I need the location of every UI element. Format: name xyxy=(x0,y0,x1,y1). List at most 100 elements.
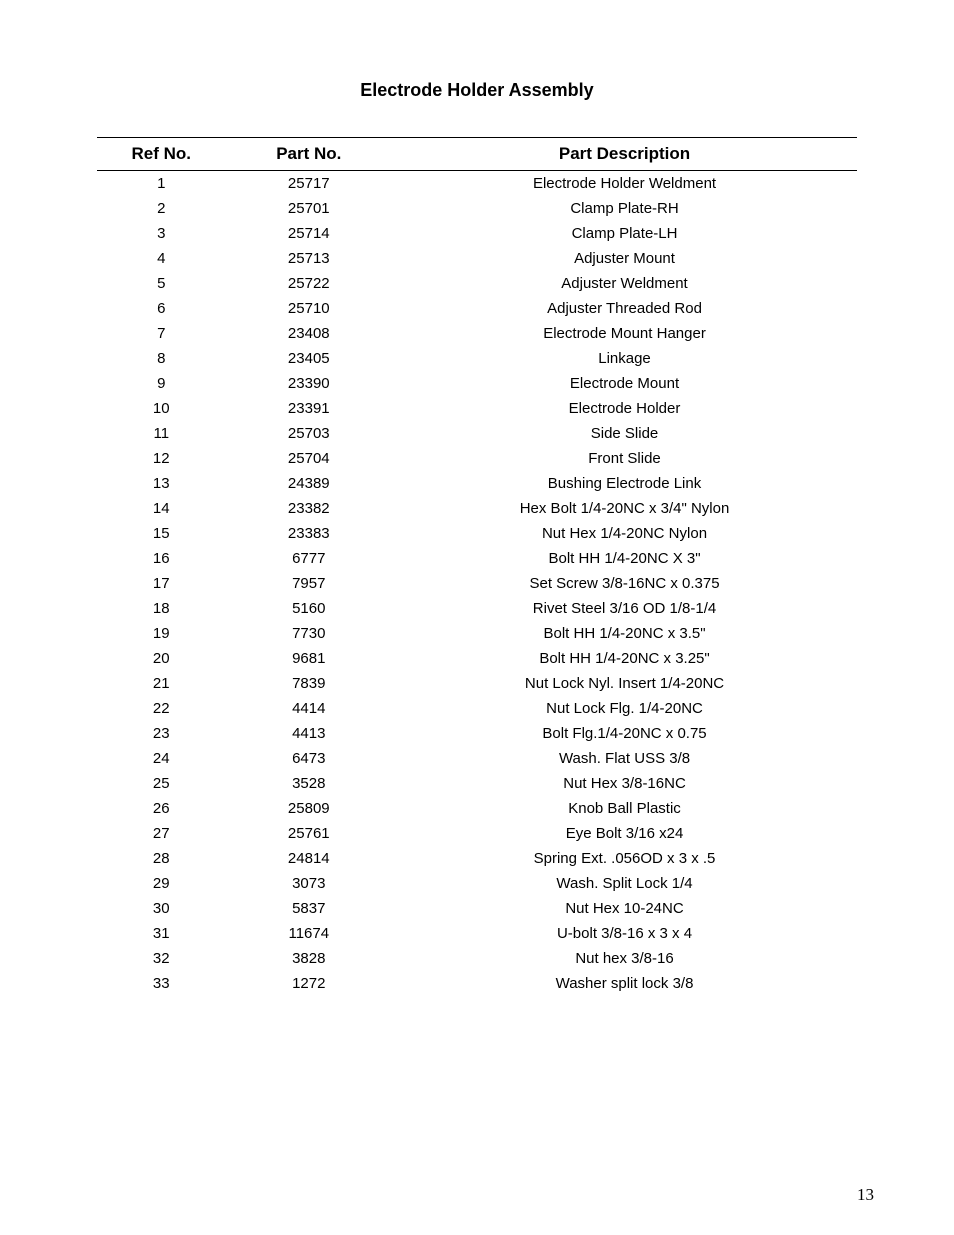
table-row: 823405Linkage xyxy=(97,346,857,371)
page-title: Electrode Holder Assembly xyxy=(80,80,874,101)
table-row: 2725761Eye Bolt 3/16 x24 xyxy=(97,821,857,846)
cell-ref: 16 xyxy=(97,546,226,571)
cell-ref: 4 xyxy=(97,246,226,271)
cell-desc: Adjuster Weldment xyxy=(392,271,857,296)
page: Electrode Holder Assembly Ref No. Part N… xyxy=(0,0,954,1235)
cell-part: 6473 xyxy=(226,746,392,771)
cell-ref: 2 xyxy=(97,196,226,221)
cell-ref: 29 xyxy=(97,871,226,896)
table-row: 2625809Knob Ball Plastic xyxy=(97,796,857,821)
cell-ref: 30 xyxy=(97,896,226,921)
cell-desc: Linkage xyxy=(392,346,857,371)
cell-part: 7957 xyxy=(226,571,392,596)
cell-ref: 1 xyxy=(97,171,226,197)
cell-desc: Clamp Plate-RH xyxy=(392,196,857,221)
table-row: 425713Adjuster Mount xyxy=(97,246,857,271)
cell-ref: 24 xyxy=(97,746,226,771)
cell-part: 25717 xyxy=(226,171,392,197)
table-row: 305837Nut Hex 10-24NC xyxy=(97,896,857,921)
table-row: 224414Nut Lock Flg. 1/4-20NC xyxy=(97,696,857,721)
cell-ref: 31 xyxy=(97,921,226,946)
table-header-row: Ref No. Part No. Part Description xyxy=(97,138,857,171)
cell-desc: Bolt Flg.1/4-20NC x 0.75 xyxy=(392,721,857,746)
cell-part: 23390 xyxy=(226,371,392,396)
cell-desc: Knob Ball Plastic xyxy=(392,796,857,821)
cell-ref: 17 xyxy=(97,571,226,596)
cell-part: 25710 xyxy=(226,296,392,321)
table-row: 2824814Spring Ext. .056OD x 3 x .5 xyxy=(97,846,857,871)
cell-desc: Electrode Mount Hanger xyxy=(392,321,857,346)
cell-part: 3828 xyxy=(226,946,392,971)
cell-desc: Bolt HH 1/4-20NC x 3.5" xyxy=(392,621,857,646)
cell-desc: Front Slide xyxy=(392,446,857,471)
table-row: 1523383Nut Hex 1/4-20NC Nylon xyxy=(97,521,857,546)
cell-desc: Clamp Plate-LH xyxy=(392,221,857,246)
table-row: 323828Nut hex 3/8-16 xyxy=(97,946,857,971)
cell-ref: 7 xyxy=(97,321,226,346)
cell-desc: Washer split lock 3/8 xyxy=(392,971,857,996)
col-header-part: Part No. xyxy=(226,138,392,171)
table-row: 185160Rivet Steel 3/16 OD 1/8-1/4 xyxy=(97,596,857,621)
cell-ref: 5 xyxy=(97,271,226,296)
cell-part: 23391 xyxy=(226,396,392,421)
cell-ref: 23 xyxy=(97,721,226,746)
cell-ref: 33 xyxy=(97,971,226,996)
table-row: 125717Electrode Holder Weldment xyxy=(97,171,857,197)
cell-part: 1272 xyxy=(226,971,392,996)
cell-ref: 26 xyxy=(97,796,226,821)
cell-ref: 15 xyxy=(97,521,226,546)
cell-desc: Nut hex 3/8-16 xyxy=(392,946,857,971)
table-body: 125717Electrode Holder Weldment225701Cla… xyxy=(97,171,857,997)
cell-part: 25809 xyxy=(226,796,392,821)
cell-part: 5160 xyxy=(226,596,392,621)
col-header-ref: Ref No. xyxy=(97,138,226,171)
cell-part: 25703 xyxy=(226,421,392,446)
cell-desc: Wash. Split Lock 1/4 xyxy=(392,871,857,896)
cell-part: 11674 xyxy=(226,921,392,946)
cell-part: 7839 xyxy=(226,671,392,696)
table-row: 177957Set Screw 3/8-16NC x 0.375 xyxy=(97,571,857,596)
cell-desc: Nut Hex 10-24NC xyxy=(392,896,857,921)
cell-desc: Spring Ext. .056OD x 3 x .5 xyxy=(392,846,857,871)
cell-ref: 12 xyxy=(97,446,226,471)
table-row: 1125703Side Slide xyxy=(97,421,857,446)
cell-ref: 13 xyxy=(97,471,226,496)
table-row: 209681Bolt HH 1/4-20NC x 3.25" xyxy=(97,646,857,671)
table-row: 166777Bolt HH 1/4-20NC X 3" xyxy=(97,546,857,571)
cell-part: 23382 xyxy=(226,496,392,521)
col-header-desc: Part Description xyxy=(392,138,857,171)
cell-desc: Rivet Steel 3/16 OD 1/8-1/4 xyxy=(392,596,857,621)
table-row: 1423382Hex Bolt 1/4-20NC x 3/4" Nylon xyxy=(97,496,857,521)
table-row: 325714Clamp Plate-LH xyxy=(97,221,857,246)
cell-part: 25701 xyxy=(226,196,392,221)
table-row: 525722Adjuster Weldment xyxy=(97,271,857,296)
cell-part: 25761 xyxy=(226,821,392,846)
parts-table: Ref No. Part No. Part Description 125717… xyxy=(97,137,857,996)
cell-part: 4413 xyxy=(226,721,392,746)
cell-part: 24814 xyxy=(226,846,392,871)
table-row: 1324389Bushing Electrode Link xyxy=(97,471,857,496)
cell-desc: Adjuster Threaded Rod xyxy=(392,296,857,321)
cell-part: 5837 xyxy=(226,896,392,921)
cell-desc: Hex Bolt 1/4-20NC x 3/4" Nylon xyxy=(392,496,857,521)
cell-ref: 6 xyxy=(97,296,226,321)
cell-desc: Bolt HH 1/4-20NC X 3" xyxy=(392,546,857,571)
cell-desc: Bushing Electrode Link xyxy=(392,471,857,496)
table-row: 217839Nut Lock Nyl. Insert 1/4-20NC xyxy=(97,671,857,696)
cell-part: 3073 xyxy=(226,871,392,896)
cell-ref: 32 xyxy=(97,946,226,971)
table-row: 253528Nut Hex 3/8-16NC xyxy=(97,771,857,796)
cell-desc: Nut Hex 1/4-20NC Nylon xyxy=(392,521,857,546)
cell-desc: Side Slide xyxy=(392,421,857,446)
table-row: 723408Electrode Mount Hanger xyxy=(97,321,857,346)
table-row: 197730Bolt HH 1/4-20NC x 3.5" xyxy=(97,621,857,646)
table-row: 234413Bolt Flg.1/4-20NC x 0.75 xyxy=(97,721,857,746)
cell-part: 25713 xyxy=(226,246,392,271)
cell-part: 23408 xyxy=(226,321,392,346)
cell-desc: Nut Lock Flg. 1/4-20NC xyxy=(392,696,857,721)
cell-ref: 20 xyxy=(97,646,226,671)
cell-ref: 21 xyxy=(97,671,226,696)
cell-ref: 3 xyxy=(97,221,226,246)
cell-part: 25722 xyxy=(226,271,392,296)
cell-part: 4414 xyxy=(226,696,392,721)
